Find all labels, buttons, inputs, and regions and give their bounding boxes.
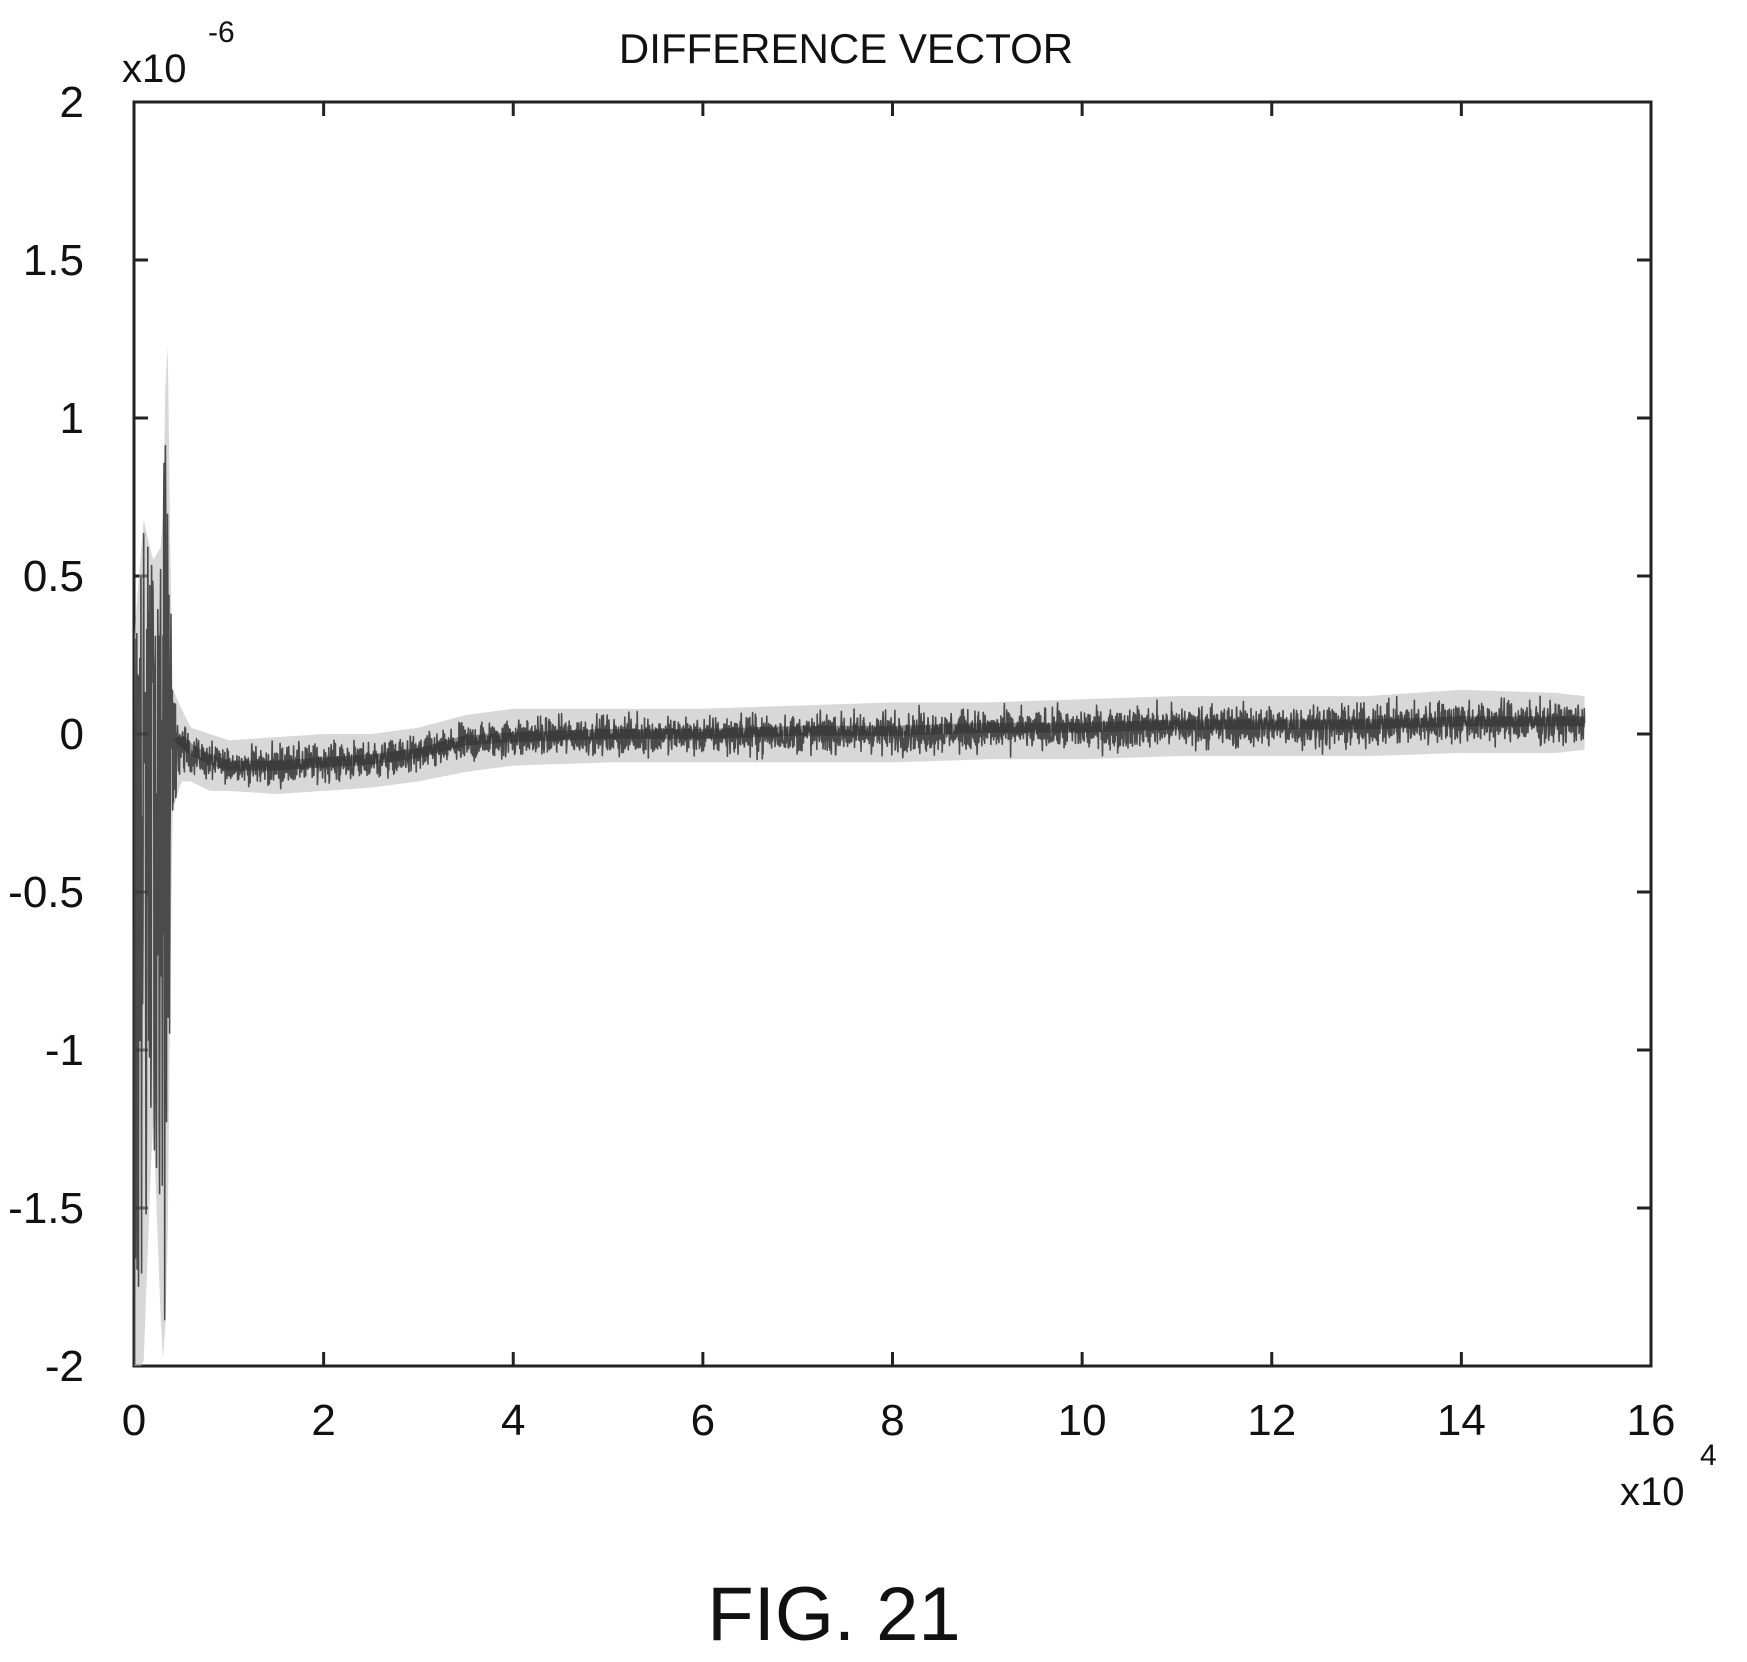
y-tick-label: 0.5 [23, 552, 84, 601]
chart-title: DIFFERENCE VECTOR [619, 25, 1073, 72]
series-line [133, 444, 1586, 1365]
y-axis-multiplier: x10 [122, 47, 187, 91]
x-axis-multiplier-exponent: 4 [1700, 1439, 1717, 1472]
x-tick-label: 8 [880, 1396, 904, 1445]
x-tick-label: 12 [1247, 1396, 1296, 1445]
y-tick-label: -0.5 [8, 868, 84, 917]
y-tick-labels: 2 1.5 1 0.5 0 -0.5 -1 -1.5 -2 [8, 78, 84, 1391]
plot-area [132, 100, 1653, 1368]
y-tick-label: -2 [45, 1342, 84, 1391]
y-tick-label: -1.5 [8, 1184, 84, 1233]
x-tick-label: 10 [1058, 1396, 1107, 1445]
x-tick-label: 0 [122, 1396, 146, 1445]
figure-caption: FIG. 21 [707, 1572, 960, 1657]
y-tick-label: 1 [60, 394, 84, 443]
x-tick-label: 16 [1627, 1396, 1676, 1445]
y-tick-label: 1.5 [23, 236, 84, 285]
y-tick-label: -1 [45, 1026, 84, 1075]
y-tick-label: 2 [60, 78, 84, 127]
x-tick-label: 2 [311, 1396, 335, 1445]
series-core [173, 716, 1585, 771]
x-tick-label: 4 [501, 1396, 525, 1445]
y-tick-label: 0 [60, 710, 84, 759]
y-axis-multiplier-exponent: -6 [208, 16, 235, 49]
x-tick-label: 14 [1437, 1396, 1486, 1445]
x-axis-multiplier: x10 [1620, 1470, 1685, 1514]
series-layer [133, 346, 1586, 1366]
x-tick-labels: 0 2 4 6 8 10 12 14 16 [122, 1396, 1676, 1445]
x-tick-label: 6 [691, 1396, 715, 1445]
